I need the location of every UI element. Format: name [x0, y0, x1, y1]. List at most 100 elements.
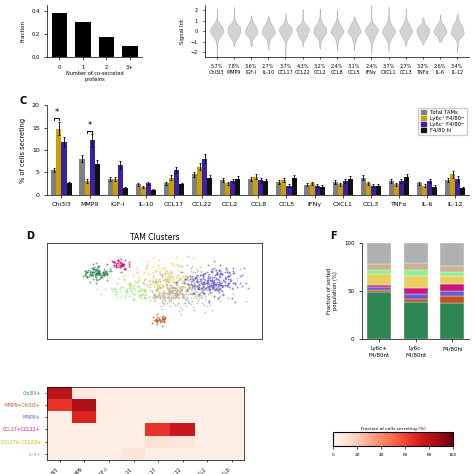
Point — [153, 275, 160, 283]
Point — [188, 301, 195, 308]
Bar — [108, 179, 113, 194]
Point — [182, 287, 189, 294]
Point — [216, 266, 223, 274]
Point — [210, 283, 218, 291]
Point — [230, 278, 238, 285]
Point — [191, 279, 198, 287]
Point — [164, 284, 172, 292]
Point — [199, 289, 206, 296]
Point — [181, 293, 188, 301]
Point — [114, 257, 121, 264]
Point — [190, 276, 197, 284]
Point — [212, 282, 220, 290]
Point — [170, 287, 178, 294]
Point — [118, 260, 126, 268]
Point — [162, 280, 170, 288]
Bar — [450, 174, 455, 194]
Point — [166, 284, 174, 292]
Point — [120, 276, 128, 284]
Bar — [84, 181, 90, 194]
Point — [189, 274, 196, 282]
Point — [158, 282, 166, 289]
Point — [173, 284, 180, 292]
Point — [216, 276, 223, 284]
Point — [88, 270, 95, 277]
Bar — [276, 182, 282, 194]
Point — [165, 287, 173, 295]
Point — [100, 272, 108, 279]
Point — [187, 295, 195, 302]
Point — [209, 267, 216, 274]
Point — [108, 258, 116, 265]
Point — [190, 283, 198, 290]
Point — [191, 274, 199, 282]
Point — [97, 270, 104, 277]
Point — [185, 299, 192, 307]
Point — [165, 293, 173, 301]
Point — [210, 277, 218, 284]
Y-axis label: % of cells secreting: % of cells secreting — [20, 118, 27, 182]
Point — [160, 315, 167, 323]
Point — [219, 282, 226, 289]
Point — [214, 275, 221, 283]
Point — [197, 277, 204, 285]
Point — [204, 279, 212, 287]
Point — [173, 291, 181, 299]
Point — [195, 281, 203, 288]
Bar — [122, 46, 137, 57]
Point — [153, 283, 161, 291]
Bar — [56, 128, 62, 194]
Point — [183, 285, 191, 293]
Point — [209, 278, 217, 286]
Point — [210, 279, 218, 286]
Point — [208, 277, 216, 284]
Bar — [282, 180, 286, 194]
Point — [90, 269, 98, 276]
Point — [197, 276, 204, 284]
Point — [204, 277, 211, 284]
Point — [155, 275, 163, 283]
Point — [130, 290, 138, 298]
Point — [130, 284, 138, 292]
Point — [216, 281, 223, 288]
Point — [176, 303, 183, 311]
Point — [213, 284, 221, 292]
Point — [221, 275, 228, 283]
Point — [112, 261, 120, 269]
Point — [113, 259, 120, 267]
Point — [94, 268, 102, 275]
Point — [103, 270, 110, 277]
Bar — [389, 181, 394, 194]
Point — [153, 317, 160, 325]
Bar — [248, 179, 253, 194]
Point — [160, 263, 168, 271]
Point — [204, 282, 211, 289]
Point — [149, 268, 157, 275]
Point — [158, 295, 166, 302]
Bar — [455, 179, 460, 194]
Point — [155, 282, 163, 290]
Point — [188, 277, 195, 285]
Point — [178, 268, 186, 276]
Point — [193, 282, 201, 290]
Point — [211, 286, 219, 294]
Point — [150, 292, 158, 300]
Point — [162, 313, 169, 321]
Point — [156, 270, 164, 277]
Point — [182, 296, 190, 304]
Bar — [440, 303, 465, 339]
Point — [198, 275, 205, 283]
Point — [112, 262, 120, 270]
Point — [137, 291, 145, 298]
Point — [225, 281, 232, 289]
Point — [199, 284, 206, 292]
Bar — [230, 181, 235, 194]
Point — [194, 273, 202, 281]
Point — [155, 284, 162, 292]
Point — [152, 316, 160, 324]
Point — [152, 278, 160, 285]
Point — [182, 276, 189, 284]
Point — [124, 280, 132, 288]
Point — [165, 277, 173, 284]
Point — [206, 285, 213, 293]
